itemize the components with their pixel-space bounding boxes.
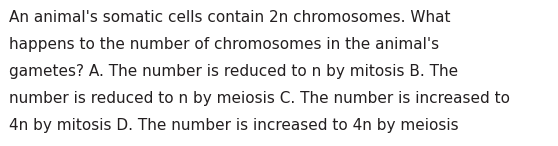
Text: An animal's somatic cells contain 2n chromosomes. What: An animal's somatic cells contain 2n chr… [9, 10, 450, 25]
Text: happens to the number of chromosomes in the animal's: happens to the number of chromosomes in … [9, 37, 439, 52]
Text: gametes? A. The number is reduced to n by mitosis B. The: gametes? A. The number is reduced to n b… [9, 64, 458, 79]
Text: 4n by mitosis D. The number is increased to 4n by meiosis: 4n by mitosis D. The number is increased… [9, 118, 459, 133]
Text: number is reduced to n by meiosis C. The number is increased to: number is reduced to n by meiosis C. The… [9, 91, 510, 106]
